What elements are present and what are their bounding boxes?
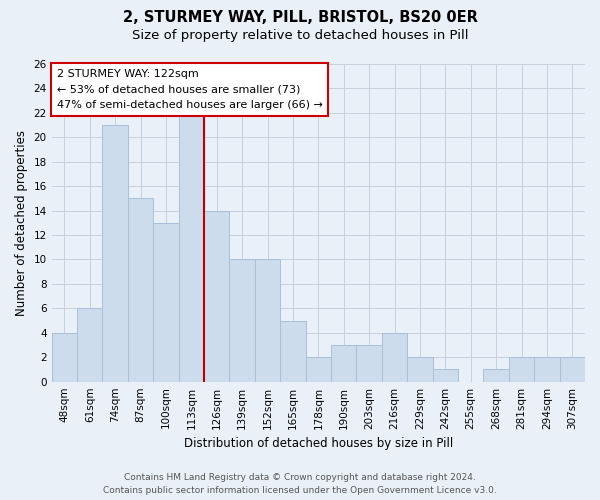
Bar — [128, 198, 153, 382]
Bar — [204, 210, 229, 382]
Bar — [484, 370, 509, 382]
Bar — [52, 333, 77, 382]
Y-axis label: Number of detached properties: Number of detached properties — [15, 130, 28, 316]
Bar — [229, 260, 255, 382]
Text: 2, STURMEY WAY, PILL, BRISTOL, BS20 0ER: 2, STURMEY WAY, PILL, BRISTOL, BS20 0ER — [122, 10, 478, 25]
Bar — [280, 320, 305, 382]
Bar — [153, 223, 179, 382]
Bar — [179, 113, 204, 382]
Bar — [77, 308, 103, 382]
Bar — [356, 345, 382, 382]
Text: Contains HM Land Registry data © Crown copyright and database right 2024.
Contai: Contains HM Land Registry data © Crown c… — [103, 474, 497, 495]
Bar — [433, 370, 458, 382]
X-axis label: Distribution of detached houses by size in Pill: Distribution of detached houses by size … — [184, 437, 453, 450]
Bar — [509, 357, 534, 382]
Bar — [382, 333, 407, 382]
Bar — [331, 345, 356, 382]
Bar — [103, 125, 128, 382]
Bar — [255, 260, 280, 382]
Text: 2 STURMEY WAY: 122sqm
← 53% of detached houses are smaller (73)
47% of semi-deta: 2 STURMEY WAY: 122sqm ← 53% of detached … — [57, 69, 323, 110]
Bar — [305, 357, 331, 382]
Bar — [560, 357, 585, 382]
Bar — [407, 357, 433, 382]
Text: Size of property relative to detached houses in Pill: Size of property relative to detached ho… — [132, 29, 468, 42]
Bar — [534, 357, 560, 382]
